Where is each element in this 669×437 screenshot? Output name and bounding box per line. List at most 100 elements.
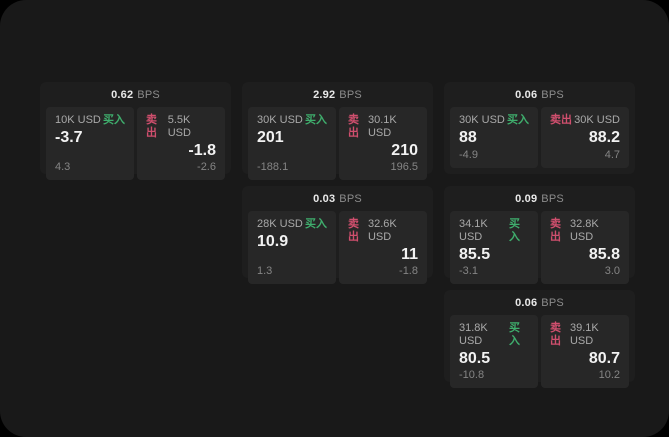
sell-panel-top: 卖出 32.8K USD [550, 218, 620, 244]
buy-panel-top: 30K USD 买入 [459, 114, 529, 127]
bps-header: 0.06 BPS [450, 295, 629, 311]
buy-panel-top: 10K USD 买入 [55, 114, 125, 127]
sell-panel[interactable]: 卖出 39.1K USD 80.7 10.2 [541, 315, 629, 388]
bps-unit-label: BPS [137, 89, 160, 101]
sell-price-value: 11 [401, 246, 418, 263]
buy-panel[interactable]: 34.1K USD 买入 85.5 -3.1 [450, 211, 538, 284]
buy-panel[interactable]: 30K USD 买入 201 -188.1 [248, 107, 336, 180]
buy-panel-top: 34.1K USD 买入 [459, 218, 529, 244]
sell-size-label: 30.1K USD [367, 114, 397, 139]
sell-price-value: 80.7 [588, 350, 620, 367]
quote-card-grid: 0.62 BPS 10K USD 买入 -3.7 4.3 卖出 5.5K USD … [40, 82, 635, 388]
sell-panel-top: 卖出 32.6K USD [348, 218, 418, 244]
quote-card: 0.06 BPS 31.8K USD 买入 80.5 -10.8 卖出 39.1K… [444, 290, 635, 388]
sell-sub-value: -2.6 [197, 161, 216, 173]
buy-action-label: 买入 [509, 322, 521, 347]
bps-unit-label: BPS [339, 89, 362, 101]
quote-panels: 10K USD 买入 -3.7 4.3 卖出 5.5K USD -1.8 -2.… [46, 107, 225, 180]
bps-unit-label: BPS [541, 297, 564, 309]
quote-card: 0.06 BPS 30K USD 买入 88 -4.9 卖出 30K USD 88… [444, 82, 635, 174]
buy-size-label: 30K USD [257, 114, 303, 126]
sell-panel[interactable]: 卖出 30K USD 88.2 4.7 [541, 107, 629, 168]
buy-sub-value: 4.3 [55, 161, 71, 173]
sell-price-value: 88.2 [588, 129, 620, 146]
sell-panel-top: 卖出 5.5K USD [146, 114, 216, 140]
bps-header: 0.06 BPS [450, 87, 629, 103]
buy-panel[interactable]: 28K USD 买入 10.9 1.3 [248, 211, 336, 284]
sell-action-label: 卖出 [348, 114, 359, 139]
bps-unit-label: BPS [339, 193, 362, 205]
buy-sub-value: -4.9 [459, 149, 478, 161]
bps-unit-label: BPS [541, 89, 564, 101]
buy-size-label: 31.8K USD [459, 322, 488, 347]
quote-panels: 30K USD 买入 201 -188.1 卖出 30.1K USD 210 1… [248, 107, 427, 180]
sell-action-label: 卖出 [550, 322, 561, 347]
sell-panel[interactable]: 卖出 5.5K USD -1.8 -2.6 [137, 107, 225, 180]
sell-price-value: 85.8 [588, 246, 620, 263]
buy-action-label: 买入 [103, 114, 125, 126]
bps-value: 2.92 [313, 89, 336, 101]
sell-size-label: 32.6K USD [367, 218, 397, 243]
sell-action-label: 卖出 [550, 114, 572, 126]
buy-action-label: 买入 [305, 218, 327, 230]
buy-price-value: 201 [257, 129, 284, 146]
bps-header: 2.92 BPS [248, 87, 427, 103]
sell-size-label: 30K USD [574, 114, 620, 126]
sell-panel-top: 卖出 30K USD [550, 114, 620, 127]
buy-price-value: 85.5 [459, 246, 491, 263]
buy-sub-value: -188.1 [257, 161, 289, 173]
bps-value: 0.03 [313, 193, 336, 205]
bps-value: 0.09 [515, 193, 538, 205]
sell-panel[interactable]: 卖出 30.1K USD 210 196.5 [339, 107, 427, 180]
buy-panel[interactable]: 10K USD 买入 -3.7 4.3 [46, 107, 134, 180]
sell-panel-top: 卖出 39.1K USD [550, 322, 620, 348]
buy-sub-value: 1.3 [257, 265, 273, 277]
buy-panel-top: 31.8K USD 买入 [459, 322, 529, 348]
quote-panels: 28K USD 买入 10.9 1.3 卖出 32.6K USD 11 -1.8 [248, 211, 427, 284]
sell-panel[interactable]: 卖出 32.6K USD 11 -1.8 [339, 211, 427, 284]
buy-sub-value: -10.8 [459, 369, 485, 381]
quote-card: 0.62 BPS 10K USD 买入 -3.7 4.3 卖出 5.5K USD … [40, 82, 231, 180]
buy-price-value: -3.7 [55, 129, 83, 146]
buy-panel[interactable]: 31.8K USD 买入 80.5 -10.8 [450, 315, 538, 388]
buy-price-value: 88 [459, 129, 477, 146]
sell-panel-top: 卖出 30.1K USD [348, 114, 418, 140]
sell-sub-value: 3.0 [604, 265, 620, 277]
quote-panels: 30K USD 买入 88 -4.9 卖出 30K USD 88.2 4.7 [450, 107, 629, 168]
buy-sub-value: -3.1 [459, 265, 478, 277]
buy-size-label: 28K USD [257, 218, 303, 230]
sell-size-label: 39.1K USD [569, 322, 599, 347]
quote-panels: 31.8K USD 买入 80.5 -10.8 卖出 39.1K USD 80.… [450, 315, 629, 388]
buy-price-value: 80.5 [459, 350, 491, 367]
sell-sub-value: 196.5 [390, 161, 418, 173]
buy-panel[interactable]: 30K USD 买入 88 -4.9 [450, 107, 538, 168]
sell-price-value: 210 [391, 142, 418, 159]
sell-size-label: 32.8K USD [569, 218, 599, 243]
buy-action-label: 买入 [507, 114, 529, 126]
sell-action-label: 卖出 [348, 218, 359, 243]
sell-sub-value: 10.2 [598, 369, 620, 381]
sell-action-label: 卖出 [550, 218, 561, 243]
sell-sub-value: -1.8 [399, 265, 418, 277]
sell-size-label: 5.5K USD [167, 114, 191, 139]
buy-action-label: 买入 [305, 114, 327, 126]
bps-value: 0.62 [111, 89, 134, 101]
buy-size-label: 34.1K USD [459, 218, 488, 243]
buy-price-value: 10.9 [257, 233, 289, 250]
bps-value: 0.06 [515, 89, 538, 101]
bps-value: 0.06 [515, 297, 538, 309]
buy-size-label: 10K USD [55, 114, 101, 126]
buy-panel-top: 28K USD 买入 [257, 218, 327, 231]
sell-panel[interactable]: 卖出 32.8K USD 85.8 3.0 [541, 211, 629, 284]
bps-header: 0.03 BPS [248, 191, 427, 207]
bps-header: 0.62 BPS [46, 87, 225, 103]
bps-unit-label: BPS [541, 193, 564, 205]
buy-panel-top: 30K USD 买入 [257, 114, 327, 127]
bps-header: 0.09 BPS [450, 191, 629, 207]
sell-action-label: 卖出 [146, 114, 157, 139]
sell-sub-value: 4.7 [604, 149, 620, 161]
quote-card: 2.92 BPS 30K USD 买入 201 -188.1 卖出 30.1K U… [242, 82, 433, 180]
quote-panels: 34.1K USD 买入 85.5 -3.1 卖出 32.8K USD 85.8… [450, 211, 629, 284]
